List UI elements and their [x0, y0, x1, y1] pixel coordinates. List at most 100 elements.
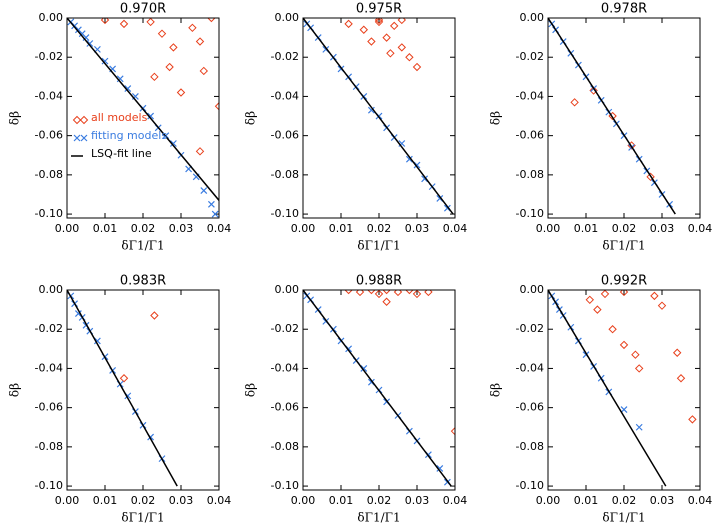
chart-title: 0.978R	[601, 2, 647, 17]
x-point	[147, 112, 155, 120]
x-point	[200, 187, 208, 194]
diamond-point	[405, 53, 414, 62]
diamond-point	[619, 290, 629, 297]
x-point	[436, 465, 444, 472]
plot	[548, 290, 697, 487]
y-tick-label: -0.08	[35, 168, 63, 181]
diamond-point	[214, 102, 219, 111]
x-point	[86, 40, 94, 47]
x-tick-label: 0.03	[650, 222, 675, 235]
fit-line	[303, 18, 454, 215]
x-point	[207, 200, 215, 208]
y-axis-label: δβ	[244, 111, 258, 125]
x-tick-label: 0.03	[169, 494, 194, 507]
y-tick-label: -0.10	[35, 479, 63, 492]
diamond-point	[344, 19, 353, 29]
x-tick-label: 0.00	[536, 494, 561, 507]
x-point	[211, 210, 219, 218]
y-tick-label: -0.04	[271, 89, 299, 102]
x-point	[367, 106, 375, 114]
plot	[303, 290, 455, 487]
fit-line	[67, 290, 178, 487]
diamond-point	[688, 415, 697, 424]
y-tick-label: -0.06	[271, 129, 299, 142]
x-tick-label: 0.01	[329, 494, 354, 507]
diamond-point	[672, 348, 682, 357]
x-point	[169, 140, 177, 147]
x-point	[421, 175, 429, 183]
diamond-point	[150, 311, 159, 320]
x-tick-label: 0.04	[688, 222, 713, 235]
legend-item: fitting models	[73, 129, 167, 142]
chart-title: 0.988R	[356, 274, 402, 289]
x-tick-label: 0.00	[291, 222, 316, 235]
diamond-point	[634, 364, 644, 373]
diamond-point	[119, 19, 129, 29]
y-tick-label: -0.06	[35, 129, 63, 142]
x-tick-label: 0.03	[650, 494, 675, 507]
diamond-point	[199, 66, 209, 76]
chart-title: 0.975R	[356, 2, 402, 17]
y-tick-label: 0.00	[275, 11, 300, 24]
plot-frame	[302, 17, 456, 219]
fit-line	[548, 18, 676, 215]
x-tick-label: 0.01	[93, 222, 118, 235]
y-tick-label: 0.00	[520, 11, 545, 24]
plot	[303, 18, 454, 215]
y-tick-label: 0.00	[275, 283, 300, 296]
x-axis-label: δΓ1/Γ1	[121, 511, 164, 525]
x-axis-label: δΓ1/Γ1	[357, 511, 400, 525]
diamond-point	[176, 88, 186, 97]
diamond-point	[165, 62, 174, 72]
chart-title: 0.970R	[120, 2, 166, 17]
y-tick-label: -0.06	[516, 129, 544, 142]
plot	[67, 18, 219, 218]
legend-item: LSQ-fit line	[71, 147, 152, 160]
diamond-point	[424, 290, 433, 297]
y-tick-label: -0.08	[35, 440, 63, 453]
x-tick-label: 0.02	[367, 494, 392, 507]
x-tick-label: 0.02	[367, 222, 392, 235]
panel: 0.992R δΓ1/Γ1 δβ 0.00 0.01 0.02 0.03 0.04 0.00 -0…	[489, 274, 713, 525]
x-tick-label: 0.02	[131, 494, 156, 507]
x-tick-label: 0.03	[405, 494, 430, 507]
diamond-point	[393, 290, 403, 297]
x-point	[116, 75, 124, 83]
plot-frame	[66, 17, 220, 219]
y-tick-label: 0.00	[39, 11, 64, 24]
y-tick-label: -0.10	[35, 207, 63, 220]
y-tick-label: -0.08	[271, 440, 299, 453]
diamond-point	[207, 18, 216, 23]
x-point	[124, 85, 132, 93]
diamond-point	[382, 33, 391, 42]
diamond-point	[374, 290, 384, 299]
diamond-point	[169, 43, 178, 52]
x-point	[405, 155, 413, 163]
diamond-point	[367, 290, 376, 295]
diamond-point	[386, 49, 395, 58]
diamond-point	[646, 172, 655, 182]
diamond-point	[195, 147, 205, 156]
y-tick-label: -0.02	[516, 322, 544, 335]
x-tick-label: 0.04	[443, 222, 468, 235]
x-point	[73, 134, 81, 142]
x-tick-label: 0.01	[574, 494, 599, 507]
diamond-point	[344, 290, 353, 295]
y-axis-label: δβ	[8, 383, 22, 397]
y-axis-label: δβ	[244, 383, 258, 397]
x-tick-label: 0.02	[612, 222, 637, 235]
x-tick-label: 0.00	[55, 494, 80, 507]
diamond-point	[397, 18, 407, 25]
diamond-point	[79, 115, 89, 125]
diamond-point	[100, 18, 110, 25]
y-tick-label: -0.10	[516, 207, 544, 220]
chart-title: 0.992R	[601, 274, 647, 289]
y-axis-label: δβ	[489, 383, 503, 397]
diamond-point	[72, 115, 82, 125]
diamond-point	[359, 25, 369, 34]
x-tick-label: 0.02	[131, 222, 156, 235]
y-tick-label: -0.10	[271, 207, 299, 220]
panel: 0.988R δΓ1/Γ1 δβ 0.00 0.01 0.02 0.03 0.04 0.00 -0…	[244, 274, 468, 525]
y-axis-label: δβ	[489, 111, 503, 125]
y-tick-label: -0.02	[516, 50, 544, 63]
